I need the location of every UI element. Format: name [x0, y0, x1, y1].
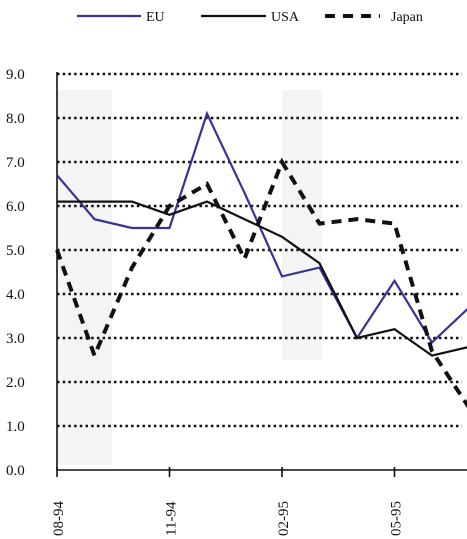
y-tick-label: 4.0	[6, 287, 25, 303]
x-tick-label: 11-94	[164, 501, 180, 536]
y-tick-label: 8.0	[6, 111, 25, 127]
x-tick-label: 08-94	[51, 501, 67, 536]
legend-label-eu: EU	[146, 10, 165, 25]
series-line-usa	[57, 200, 467, 357]
plot-shade-2	[282, 90, 322, 360]
x-tick-label: 05-95	[389, 501, 405, 536]
plot-shade-1	[57, 90, 112, 465]
grid-lines	[57, 72, 462, 428]
x-tick-labels: 08-94 11-94 02-95 05-95	[51, 467, 405, 536]
y-tick-labels: 0.0 1.0 2.0 3.0 4.0 5.0 6.0 7.0 8.0 9.0	[6, 67, 25, 479]
y-tick-label: 6.0	[6, 199, 25, 215]
y-tick-label: 5.0	[6, 243, 25, 259]
y-tick-label: 1.0	[6, 419, 25, 435]
y-tick-label: 3.0	[6, 331, 25, 347]
y-tick-label: 2.0	[6, 375, 25, 391]
legend: EU USA Japan	[77, 10, 423, 25]
x-tick-label: 02-95	[276, 501, 292, 536]
axes	[56, 72, 467, 471]
series-lines	[55, 110, 467, 409]
series-line-japan	[55, 157, 467, 409]
legend-label-japan: Japan	[391, 10, 423, 25]
y-tick-label: 0.0	[6, 463, 25, 479]
series-line-eu	[56, 110, 467, 345]
legend-label-usa: USA	[271, 10, 300, 25]
y-tick-label: 9.0	[6, 67, 25, 83]
y-tick-label: 7.0	[6, 155, 25, 171]
